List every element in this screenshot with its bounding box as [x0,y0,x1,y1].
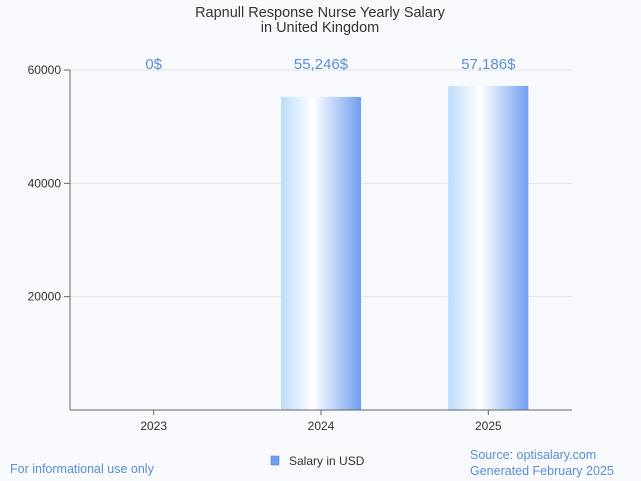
bars [281,85,529,411]
chart-title-line-2: in United Kingdom [261,20,380,36]
x-axis-tick-labels: 2023 2024 2025 [140,410,502,433]
legend-label: Salary in USD [289,454,365,468]
legend: Salary in USD [270,454,365,468]
footer-generated: Generated February 2025 [470,464,614,478]
bar-2025 [448,85,529,411]
x-tick-label-2023: 2023 [140,419,167,433]
bar-2024 [281,96,361,410]
value-label-2023: 0$ [145,56,162,73]
footer-source: Source: optisalary.com [470,448,597,462]
legend-swatch [270,455,280,466]
footer-source-block: Source: optisalary.com Generated Februar… [470,447,614,479]
value-label-2024: 55,246$ [294,56,349,73]
y-tick-label-20000: 20000 [28,290,62,304]
x-tick-label-2024: 2024 [308,419,335,433]
y-axis-tick-labels: 20000 40000 60000 [28,63,62,304]
x-tick-label-2025: 2025 [475,419,502,433]
value-label-2025: 57,186$ [461,56,516,73]
y-tick-label-40000: 40000 [28,176,62,190]
y-tick-label-60000: 60000 [28,63,62,77]
chart-title-line-1: Rapnull Response Nurse Yearly Salary [195,5,446,21]
bar-value-labels: 0$ 55,246$ 57,186$ [145,56,516,73]
footer-disclaimer: For informational use only [10,462,154,476]
